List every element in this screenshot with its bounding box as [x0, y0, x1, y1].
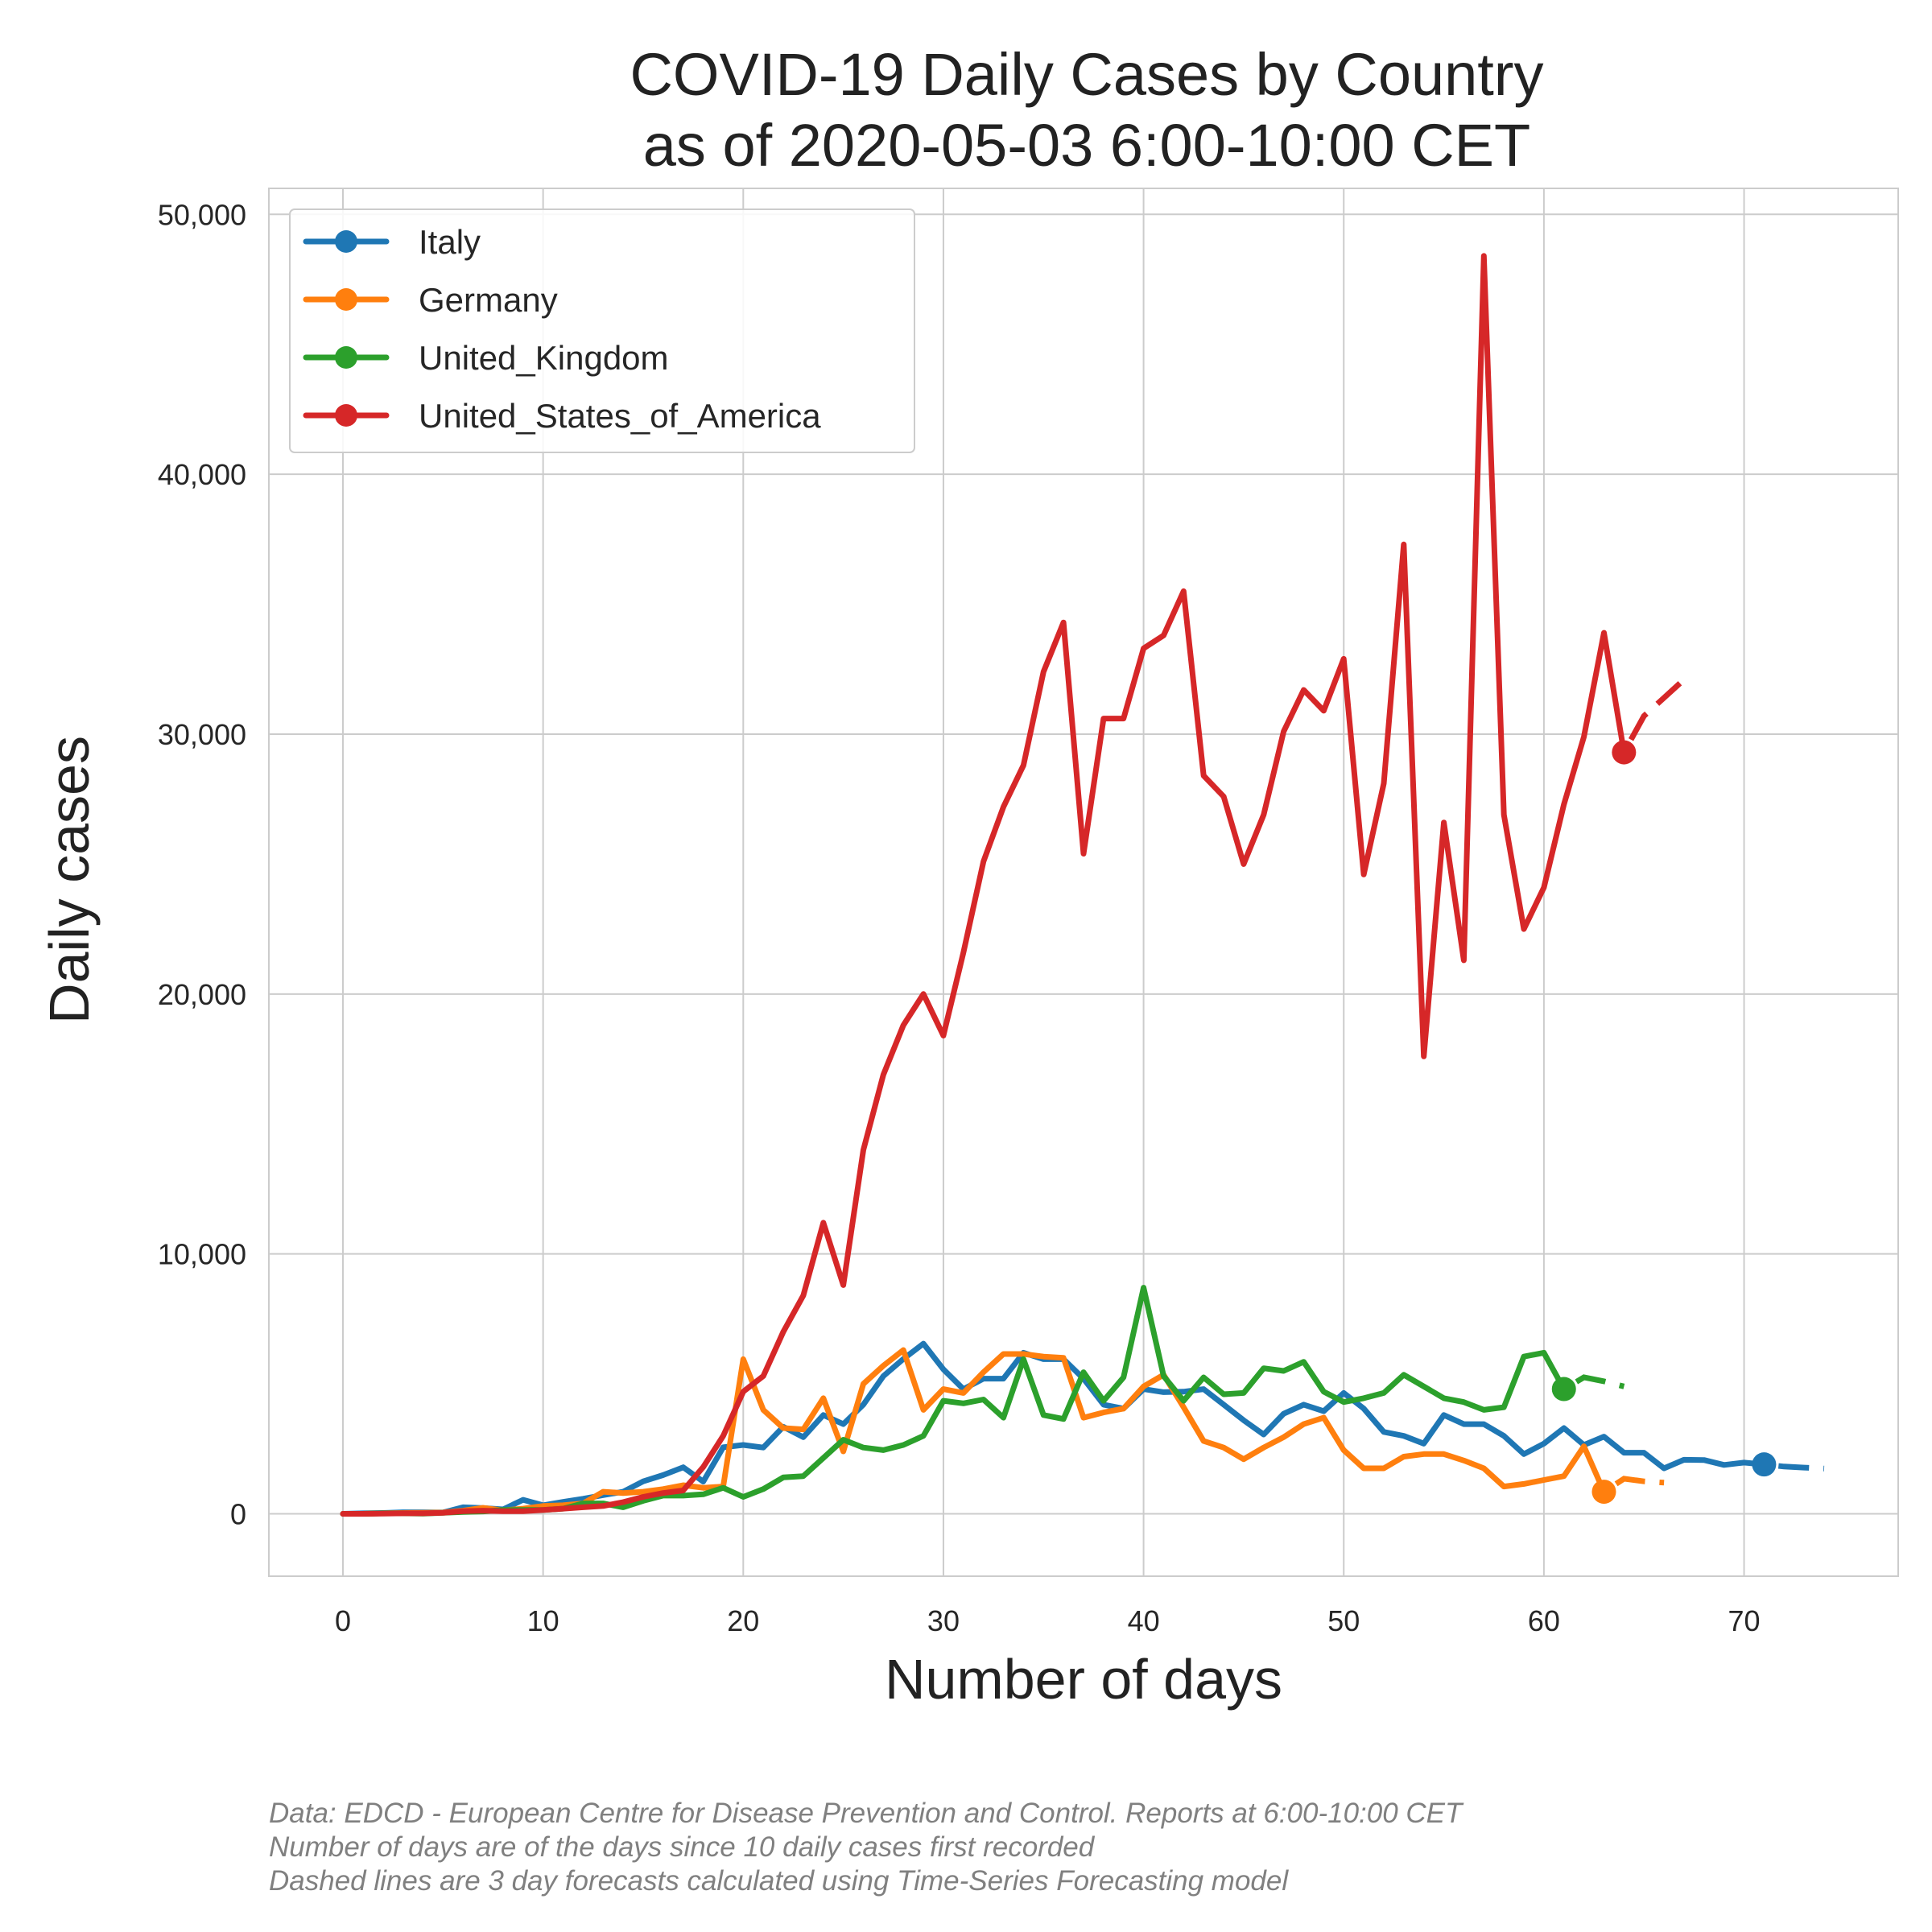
x-tick-label: 60 — [1528, 1604, 1560, 1637]
grid — [269, 188, 1898, 1576]
footnote-forecast: Dashed lines are 3 day forecasts calcula… — [269, 1865, 1289, 1897]
legend-label-italy: Italy — [419, 223, 481, 261]
x-tick-label: 0 — [335, 1604, 351, 1637]
legend-swatch-marker-united-states-of-america — [335, 404, 357, 427]
legend-label-germany: Germany — [419, 281, 558, 319]
series-line-germany — [340, 1347, 1607, 1517]
x-tick-label: 40 — [1128, 1604, 1160, 1637]
forecast-line-germany — [1602, 1476, 1665, 1495]
plot-frame — [268, 188, 1899, 1577]
forecast-line-united-states-of-america — [1621, 677, 1686, 754]
series-line-united-kingdom — [340, 1285, 1567, 1517]
y-axis-label: Daily cases — [38, 736, 101, 1024]
y-tick-label: 10,000 — [158, 1238, 246, 1271]
chart-title-line-2: as of 2020-05-03 6:00-10:00 CET — [643, 112, 1530, 179]
x-axis-label: Number of days — [885, 1648, 1282, 1711]
x-tick-label: 30 — [927, 1604, 960, 1637]
legend-label-united-states-of-america: United_States_of_America — [419, 397, 821, 435]
chart-title-line-1: COVID-19 Daily Cases by Country — [630, 41, 1543, 108]
y-tick-label: 20,000 — [158, 978, 246, 1011]
last-point-italy — [1752, 1452, 1777, 1477]
last-point-united-kingdom — [1551, 1377, 1576, 1402]
series-line-united-states-of-america — [340, 253, 1627, 1517]
x-tick-labels: 0 10 20 30 40 50 60 70 — [335, 1604, 1761, 1637]
forecast-line-united-kingdom — [1563, 1374, 1625, 1392]
y-tick-label: 40,000 — [158, 458, 246, 491]
y-tick-labels: 0 10,000 20,000 30,000 40,000 50,000 — [158, 198, 246, 1530]
series-layer — [340, 253, 1825, 1517]
legend-swatch-marker-italy — [335, 230, 357, 253]
x-tick-label: 70 — [1728, 1604, 1761, 1637]
legend-swatch-marker-united-kingdom — [335, 346, 357, 369]
footnote-days: Number of days are of the days since 10 … — [269, 1831, 1096, 1863]
footnote-source: Data: EDCD - European Centre for Disease… — [269, 1798, 1464, 1829]
forecast-line-italy — [1764, 1461, 1825, 1472]
y-tick-label: 50,000 — [158, 198, 246, 231]
y-tick-label: 30,000 — [158, 718, 246, 751]
legend-label-united-kingdom: United_Kingdom — [419, 339, 669, 377]
x-tick-label: 20 — [727, 1604, 759, 1637]
x-tick-label: 50 — [1327, 1604, 1360, 1637]
legend-swatch-marker-germany — [335, 288, 357, 311]
legend: Italy Germany United_Kingdom United_States_… — [289, 208, 915, 453]
last-point-germany — [1591, 1480, 1616, 1505]
x-tick-label: 10 — [527, 1604, 559, 1637]
y-tick-label: 0 — [230, 1498, 246, 1531]
last-point-united-states-of-america — [1612, 740, 1637, 765]
legend-box — [289, 208, 915, 453]
